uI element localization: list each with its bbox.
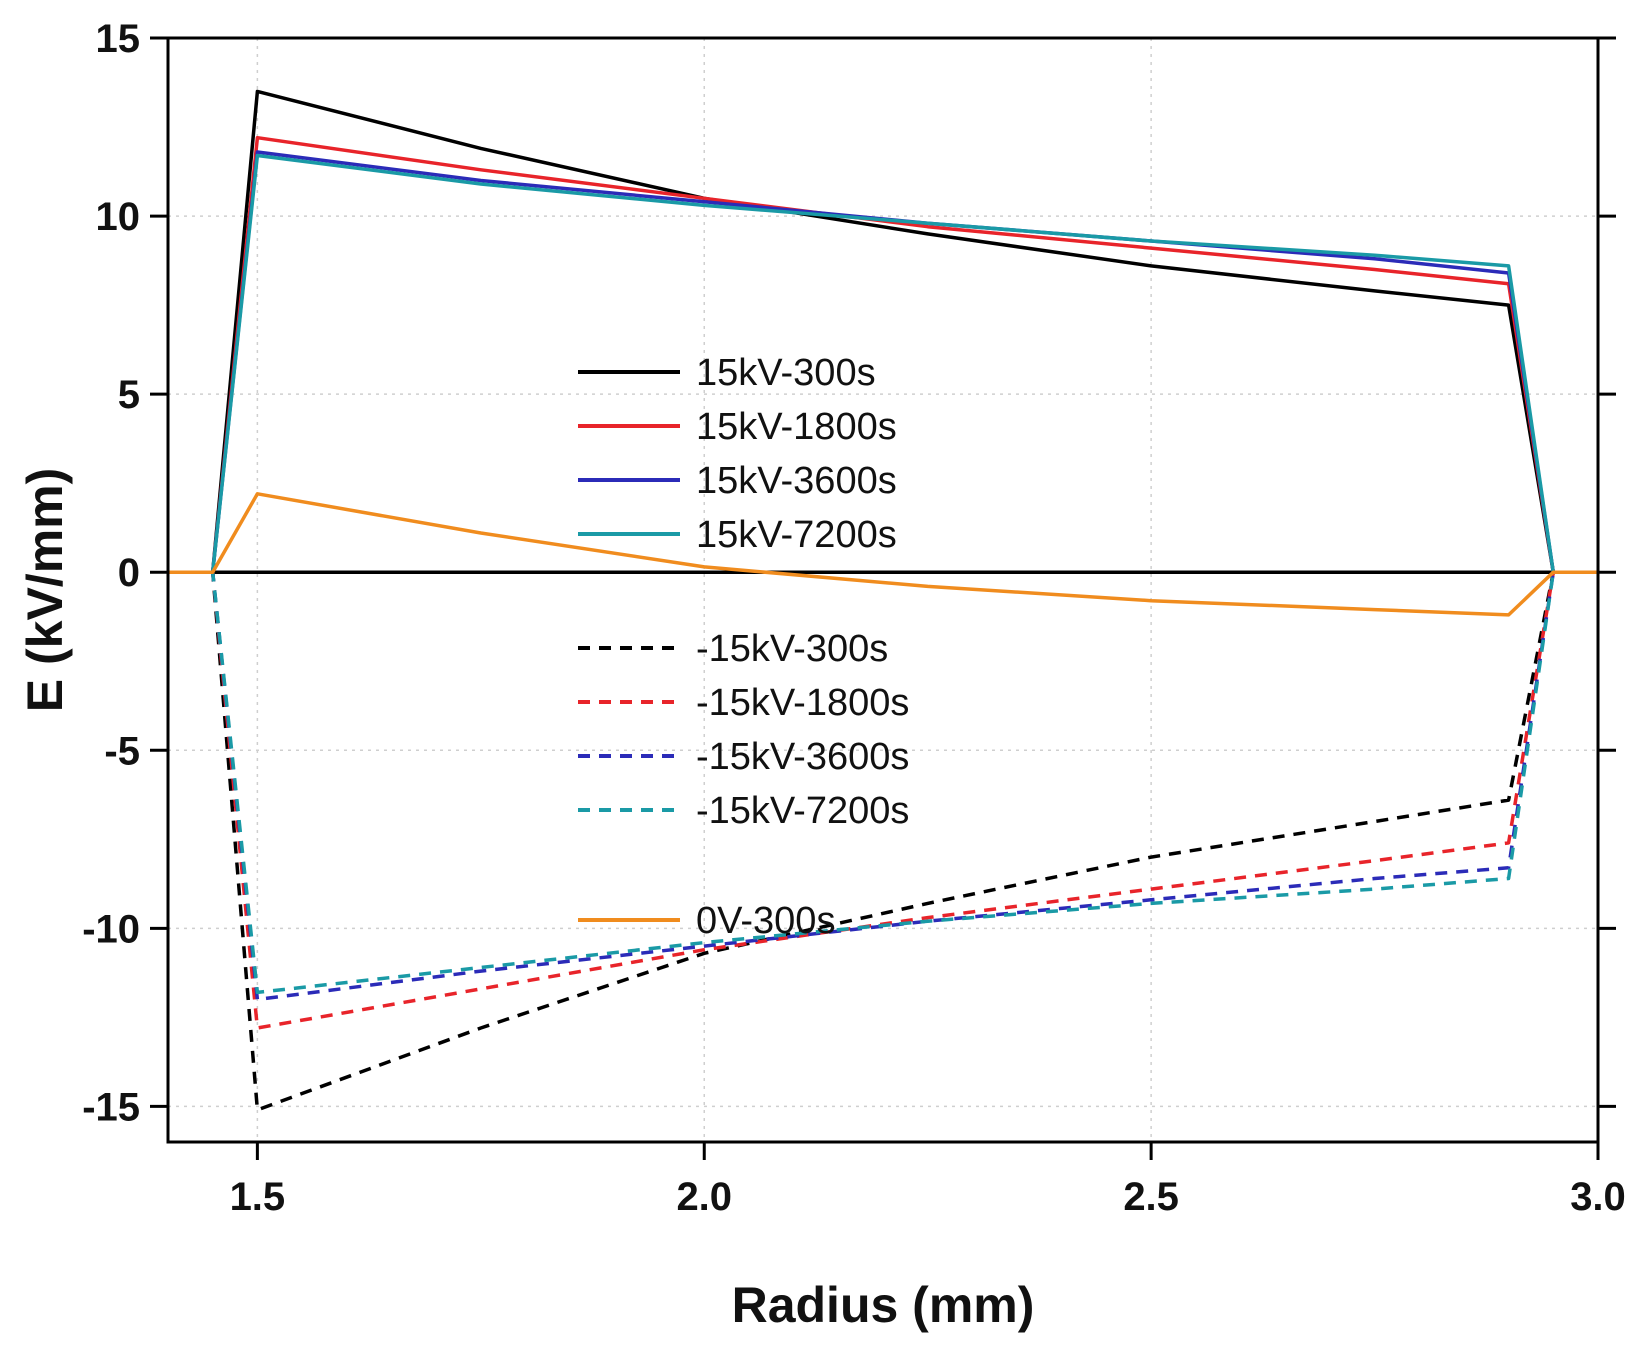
legend-label--15kV-3600s: -15kV-3600s: [696, 736, 909, 778]
x-axis-title: Radius (mm): [732, 1277, 1035, 1333]
x-tick-label: 2.0: [676, 1175, 732, 1219]
series-line-15kV-300s: [168, 89, 1598, 574]
gridlines: [168, 37, 1599, 1142]
y-axis-title: E (kV/mm): [17, 468, 73, 713]
x-tick-label: 2.5: [1123, 1175, 1179, 1219]
series-line-0V-300s: [168, 492, 1598, 617]
legend-label-0V-300s: 0V-300s: [696, 900, 835, 942]
y-tick-label: -10: [82, 907, 140, 951]
legend: 15kV-300s 15kV-1800s 15kV-3600s 15kV-7200s -…: [578, 352, 909, 942]
legend-label-15kV-3600s: 15kV-3600s: [696, 460, 897, 502]
legend-label--15kV-1800s: -15kV-1800s: [696, 682, 909, 724]
series-line--15kV-1800s: [168, 570, 1598, 1030]
legend-label-15kV-1800s: 15kV-1800s: [696, 406, 897, 448]
series-line--15kV-300s: [168, 570, 1598, 1112]
series-line-15kV-3600s: [168, 150, 1598, 574]
series-line-15kV-1800s: [168, 135, 1598, 574]
x-tick-label: 1.5: [230, 1175, 286, 1219]
y-tick-label: 0: [118, 551, 140, 595]
series-line--15kV-7200s: [168, 570, 1598, 995]
series-line-15kV-7200s: [168, 153, 1598, 574]
plot-frame: [166, 36, 1600, 1144]
legend-label--15kV-7200s: -15kV-7200s: [696, 790, 909, 832]
legend-label-15kV-300s: 15kV-300s: [696, 352, 876, 394]
series-layer: [168, 89, 1598, 1112]
y-tick-label: 15: [96, 17, 141, 61]
legend-label-15kV-7200s: 15kV-7200s: [696, 514, 897, 556]
y-tick-label: 5: [118, 373, 140, 417]
y-tick-label: -15: [82, 1085, 140, 1129]
y-tick-label: 10: [96, 195, 141, 239]
legend-label--15kV-300s: -15kV-300s: [696, 628, 888, 670]
y-tick-label: -5: [104, 729, 140, 773]
axis-ticks: -15 -10 -5 0 5 10 15 1.5 2.0 2.5 3.0: [82, 17, 1626, 1219]
x-tick-label: 3.0: [1570, 1175, 1626, 1219]
